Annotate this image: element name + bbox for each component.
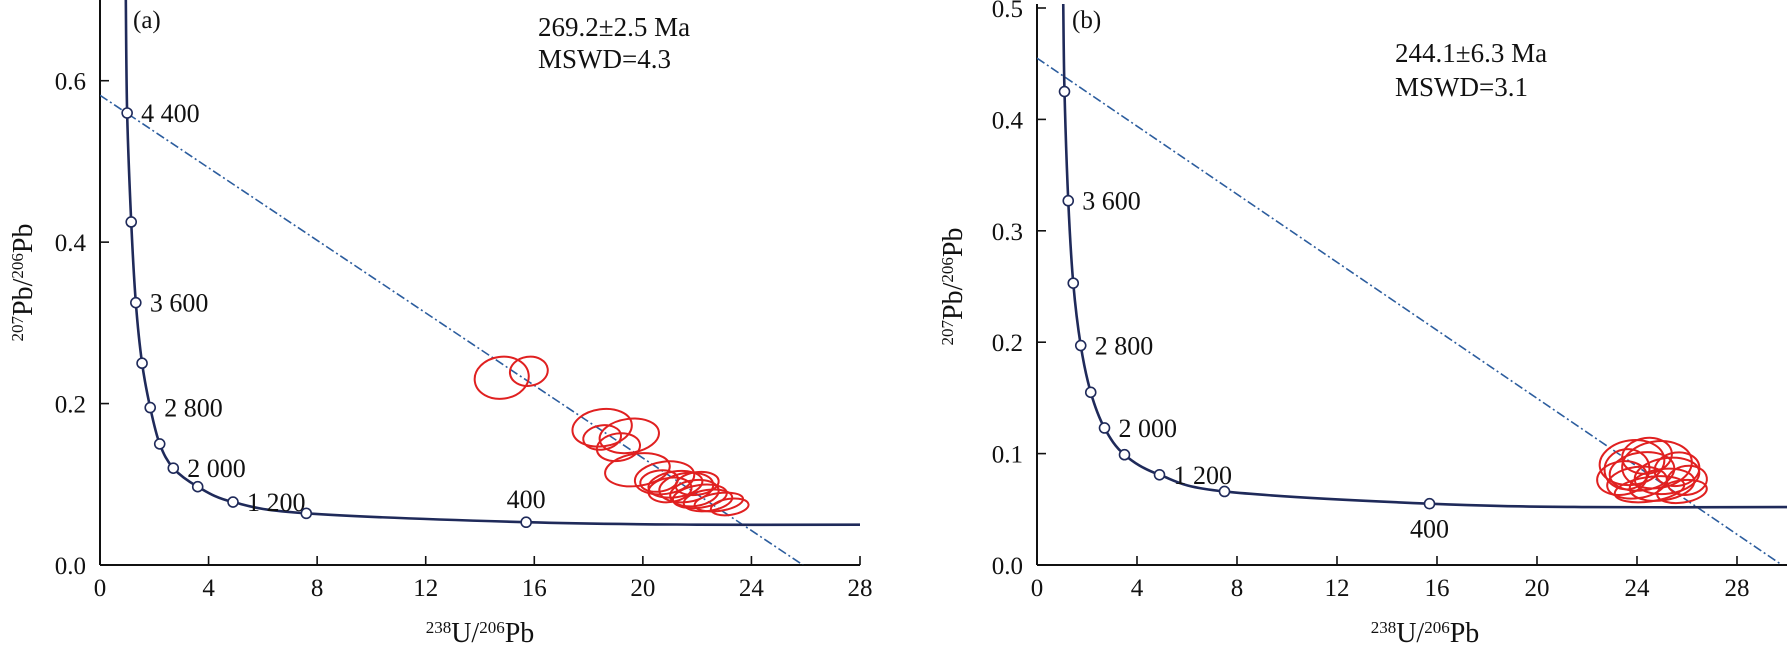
y-tick-label: 0.2 [992,330,1023,357]
mswd-annotation: MSWD=3.1 [1395,72,1528,102]
x-tick-label: 28 [848,575,873,602]
panel-label: (b) [1072,7,1101,34]
y-tick-label: 0.4 [55,230,87,257]
concordia-node [1058,85,1071,98]
age-annotation: 269.2±2.5 Ma [538,12,690,42]
concordia-age-label: 2 000 [1119,414,1178,443]
concordia-node [1423,497,1436,510]
concordia-age-label: 1 200 [247,488,306,517]
x-tick-label: 16 [522,575,547,602]
concordia-node [121,107,133,119]
x-tick-label: 0 [94,575,107,602]
error-ellipse [674,470,720,497]
y-tick-label: 0.4 [992,107,1024,134]
error-ellipse [1653,451,1701,488]
concordia-age-label: 3 600 [150,289,209,318]
chart-panel-b: 0 4 8 12 16 20 24 28 0.0 0.1 0.2 0.3 0.4 0.5 238U/206P… [938,0,1787,649]
concordia-age-label: 4 400 [141,99,200,128]
y-tick-label: 0.1 [992,442,1023,469]
y-axis-title: 207Pb/206Pb [938,228,969,346]
concordia-node [1074,339,1087,352]
x-tick-label: 12 [413,575,438,602]
x-axis-title: 238U/206Pb [426,618,535,649]
concordia-node [1098,422,1111,434]
mswd-annotation: MSWD=4.3 [538,44,671,74]
x-tick-label: 12 [1325,575,1350,602]
concordia-node [1062,194,1075,207]
x-tick-label: 8 [1231,575,1244,602]
concordia-age-label: 3 600 [1082,187,1141,216]
y-tick-label: 0.6 [55,69,86,96]
concordia-node [1153,468,1166,481]
error-ellipse [571,407,633,448]
concordia-age-label: 2 000 [187,454,246,483]
concordia-node [125,216,138,228]
x-tick-label: 4 [202,575,215,602]
concordia-node [167,462,180,474]
error-ellipse [582,424,623,451]
error-ellipse [473,355,530,400]
concordia-node [130,296,142,309]
concordia-node [144,401,157,414]
x-tick-label: 20 [630,575,655,602]
concordia-age-label: 400 [507,485,546,514]
y-axis-title: 207Pb/206Pb [8,224,39,342]
x-tick-label: 0 [1031,575,1044,602]
concordia-curve [124,0,860,527]
x-tick-label: 28 [1725,575,1750,602]
y-tick-label: 0.0 [992,553,1023,580]
y-tick-label: 0.5 [992,0,1023,23]
x-tick-label: 24 [739,575,765,602]
x-tick-label: 20 [1525,575,1550,602]
error-ellipse [1656,478,1708,505]
x-tick-label: 16 [1425,575,1450,602]
error-ellipse [604,452,671,488]
concordia-node [153,438,166,450]
error-ellipse [595,432,642,463]
concordia-node [1084,386,1097,399]
concordia-node [1067,277,1080,289]
concordia-node [1218,485,1231,498]
panel-label: (a) [133,7,161,34]
x-tick-label: 8 [311,575,324,602]
chart-panel-a: 0 4 8 12 16 20 24 28 0.0 0.2 0.4 0.6 238U/206Pb 207Pb… [8,0,873,649]
x-tick-label: 24 [1625,575,1651,602]
y-tick-label: 0.3 [992,219,1023,246]
concordia-node [520,516,532,529]
x-tick-label: 4 [1131,575,1144,602]
concordia-age-label: 2 800 [164,394,223,423]
error-ellipse [709,497,750,517]
concordia-node [227,496,239,508]
error-ellipse [508,355,549,387]
concordia-age-label: 400 [1410,515,1449,544]
concordia-node [1118,448,1131,461]
error-ellipse [647,476,693,504]
y-tick-label: 0.2 [55,392,86,419]
concordia-age-label: 2 800 [1095,332,1154,361]
age-annotation: 244.1±6.3 Ma [1395,38,1547,68]
error-ellipse [598,417,660,455]
concordia-age-label: 1 200 [1174,461,1233,490]
error-ellipse [639,469,680,493]
y-tick-label: 0.0 [55,553,86,580]
concordia-node [191,480,204,493]
x-axis-title: 238U/206Pb [1371,618,1480,649]
concordia-node [136,357,148,370]
concordia-node [300,507,313,520]
error-ellipse [1666,464,1708,496]
